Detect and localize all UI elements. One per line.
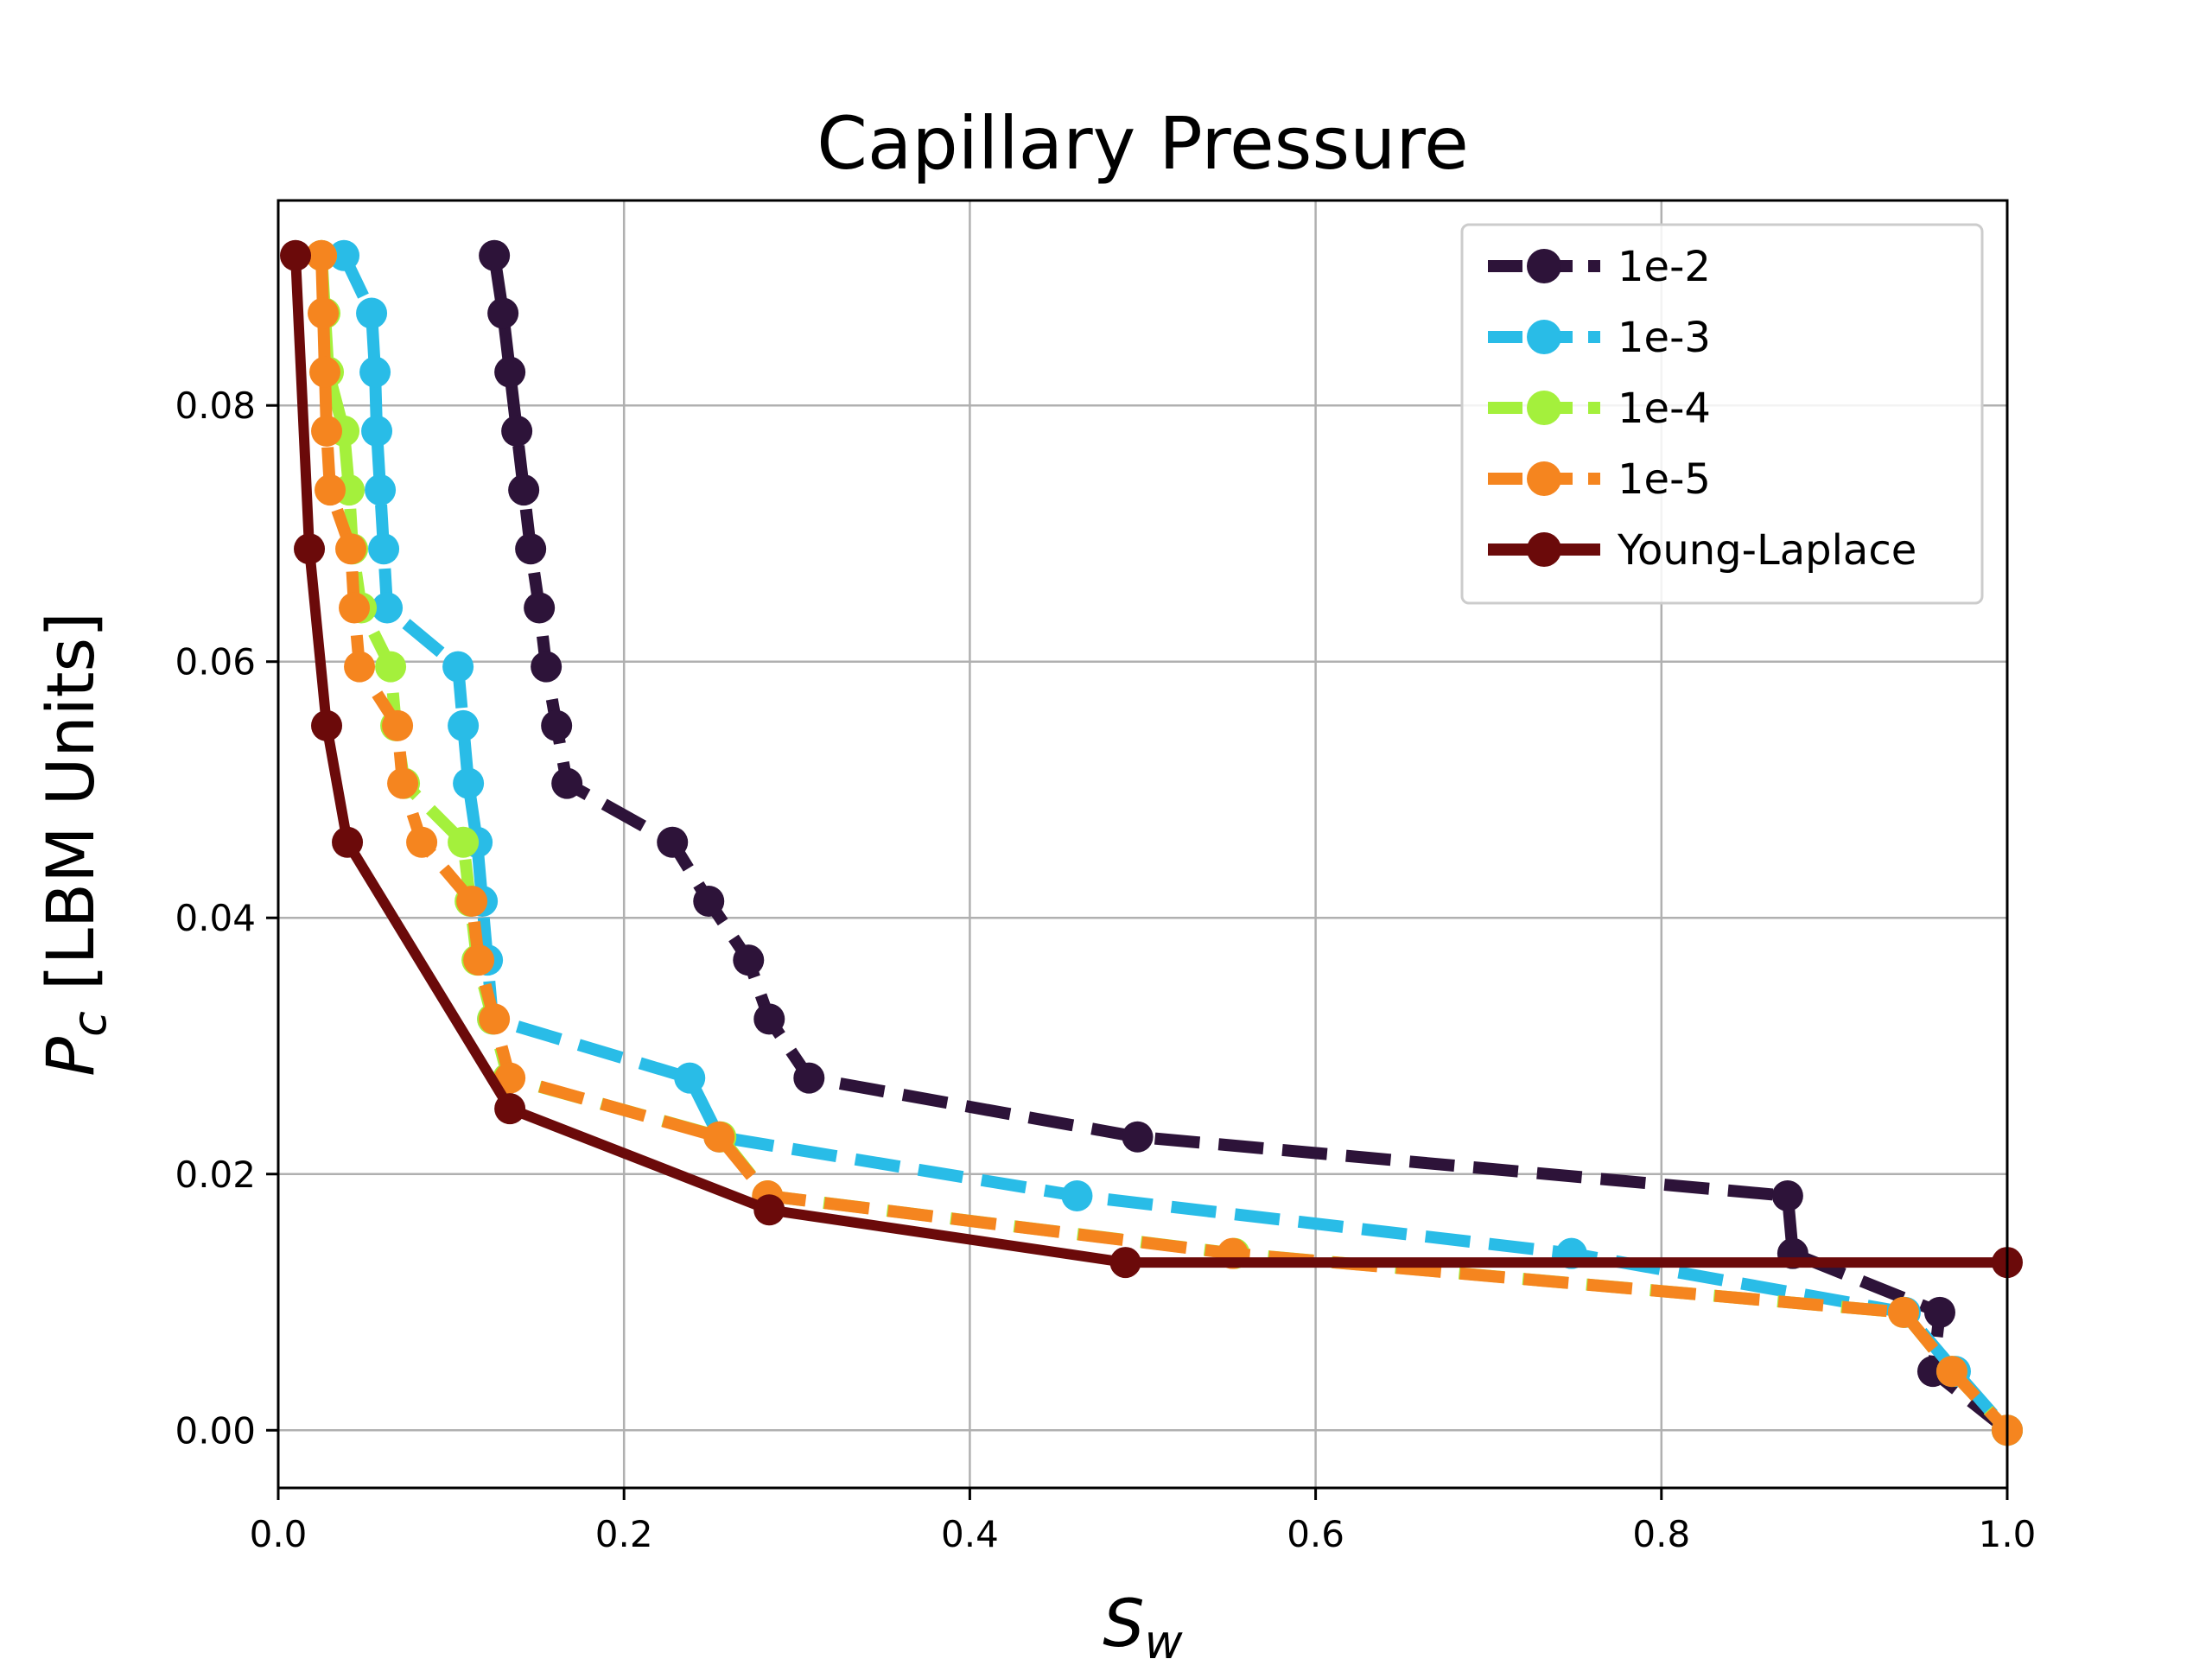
data-point	[448, 709, 480, 741]
data-point	[753, 1194, 785, 1226]
y-tick-label: 0.04	[175, 897, 256, 939]
data-point	[674, 1062, 706, 1094]
y-tick-label: 0.06	[175, 641, 256, 683]
y-tick-label: 0.00	[175, 1409, 256, 1452]
legend-swatch-marker	[1527, 461, 1561, 496]
series-line	[290, 255, 2007, 1268]
data-point	[280, 239, 312, 271]
data-point	[1936, 1356, 1967, 1388]
legend-entry: 1e-2	[1488, 243, 1711, 291]
x-axis-label-main: S	[1103, 1585, 1144, 1659]
data-point	[753, 1003, 785, 1035]
data-point	[359, 356, 391, 388]
data-point	[793, 1062, 825, 1094]
data-point	[1109, 1247, 1141, 1279]
data-point	[501, 415, 533, 447]
data-point	[703, 1121, 735, 1153]
plot-frame	[276, 199, 2009, 1490]
data-point	[382, 709, 414, 741]
data-point	[406, 826, 438, 858]
chart-title: Capillary Pressure	[817, 101, 1469, 186]
legend-entry: Young-Laplace	[1488, 526, 1916, 575]
data-point	[463, 944, 495, 976]
data-point	[311, 709, 343, 741]
data-point	[456, 885, 488, 917]
data-point	[487, 297, 519, 329]
data-point	[1122, 1121, 1154, 1153]
y-axis-label: Pc [LBM Units]	[32, 612, 117, 1077]
legend-entry: 1e-5	[1488, 455, 1711, 504]
data-point	[508, 474, 540, 506]
data-point	[361, 415, 393, 447]
legend-swatch-marker	[1527, 532, 1561, 567]
data-point	[515, 533, 547, 565]
data-point	[308, 297, 340, 329]
data-point	[531, 651, 563, 683]
legend-swatch-marker	[1527, 320, 1561, 354]
legend-swatch-marker	[1527, 391, 1561, 425]
data-point	[524, 592, 556, 624]
x-tick-label: 0.0	[250, 1513, 308, 1555]
data-point	[311, 415, 343, 447]
legend-entry: 1e-3	[1488, 314, 1711, 362]
data-point	[339, 592, 371, 624]
data-point	[1061, 1179, 1093, 1211]
data-point	[448, 826, 480, 858]
data-point	[733, 944, 765, 976]
data-point	[368, 533, 400, 565]
data-point	[494, 356, 526, 388]
data-point	[479, 239, 511, 271]
series-Young-Laplace	[280, 239, 2023, 1279]
data-point	[315, 474, 346, 506]
x-axis-label: Sw	[1103, 1585, 1183, 1659]
data-point	[375, 651, 407, 683]
x-tick-label: 0.8	[1632, 1513, 1690, 1555]
data-point	[541, 709, 573, 741]
data-point	[332, 826, 364, 858]
data-point	[453, 767, 485, 799]
legend-box	[1460, 223, 1984, 605]
y-tick-label: 0.02	[175, 1154, 256, 1196]
data-point	[344, 651, 376, 683]
x-tick-label: 0.6	[1287, 1513, 1344, 1555]
data-point	[372, 592, 404, 624]
data-point	[365, 474, 397, 506]
legend-label: 1e-2	[1618, 243, 1711, 291]
data-point	[1771, 1179, 1803, 1211]
data-point	[657, 826, 689, 858]
x-axis-label-subscript: w	[1145, 1615, 1184, 1659]
data-point	[693, 885, 725, 917]
data-point	[328, 239, 360, 271]
data-point	[309, 356, 341, 388]
data-point	[335, 533, 367, 565]
x-tick-label: 0.2	[595, 1513, 653, 1555]
data-point	[494, 1093, 526, 1125]
legend-swatch-marker	[1527, 249, 1561, 283]
data-point	[1923, 1296, 1955, 1328]
legend: 1e-2 1e-3 1e-4 1e-5 Young-Laplace	[1460, 223, 1984, 605]
x-tick-label: 1.0	[1979, 1513, 2037, 1555]
data-point	[1887, 1296, 1919, 1328]
data-point	[442, 651, 474, 683]
y-axis-label-units: [LBM Units]	[32, 612, 109, 1011]
legend-label: Young-Laplace	[1617, 526, 1916, 575]
y-axis-label-subscript: c	[62, 1011, 117, 1037]
x-tick-label: 0.4	[941, 1513, 999, 1555]
legend-label: 1e-3	[1618, 314, 1711, 362]
y-axis-label-main: P	[32, 1037, 109, 1077]
data-point	[306, 239, 338, 271]
legend-label: 1e-4	[1618, 385, 1711, 433]
y-tick-label: 0.08	[175, 385, 256, 427]
series-line	[338, 252, 2012, 1434]
axis-ticks: 0.0 0.2 0.4 0.6 0.8 1.0 0.00 0.02 0.04 0.06 0.08	[175, 385, 2036, 1555]
data-point	[551, 767, 583, 799]
data-point	[294, 533, 326, 565]
data-point	[356, 297, 388, 329]
legend-entry: 1e-4	[1488, 385, 1711, 433]
data-point	[387, 767, 419, 799]
legend-label: 1e-5	[1618, 455, 1711, 504]
data-point	[479, 1003, 511, 1035]
data-point	[494, 1062, 526, 1094]
